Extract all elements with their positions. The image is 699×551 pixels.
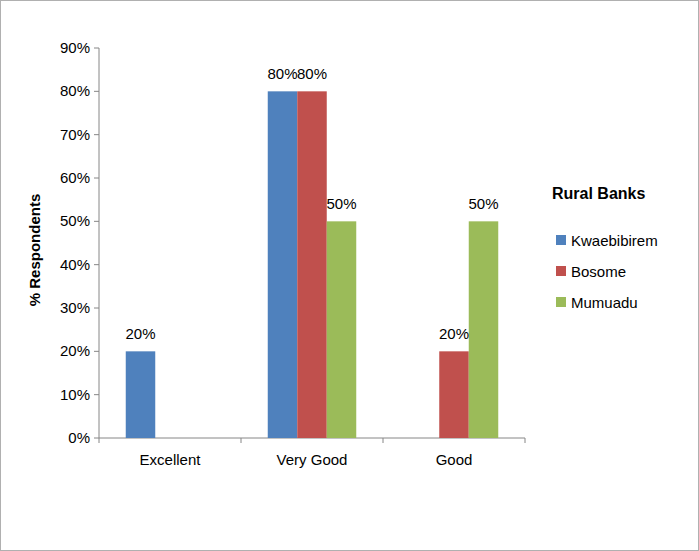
y-tick bbox=[94, 221, 99, 222]
x-tick bbox=[99, 438, 100, 443]
bar bbox=[126, 351, 156, 438]
x-tick-label: Excellent bbox=[140, 451, 202, 468]
y-tick-label: 50% bbox=[60, 212, 90, 229]
y-tick bbox=[94, 134, 99, 135]
legend-title: Rural Banks bbox=[552, 185, 645, 202]
y-axis bbox=[99, 48, 100, 438]
legend-label: Mumuadu bbox=[571, 294, 638, 311]
legend-swatch bbox=[556, 297, 566, 307]
frame bbox=[1, 1, 699, 551]
data-label: 20% bbox=[125, 325, 155, 342]
y-tick bbox=[94, 91, 99, 92]
y-tick-label: 70% bbox=[60, 126, 90, 143]
y-axis-label: % Respondents bbox=[26, 194, 43, 307]
y-tick-label: 20% bbox=[60, 342, 90, 359]
x-tick-label: Good bbox=[436, 451, 473, 468]
legend-label: Bosome bbox=[571, 263, 626, 280]
data-label: 80% bbox=[297, 65, 327, 82]
x-tick bbox=[241, 438, 242, 443]
legend-label: Kwaebibirem bbox=[571, 232, 658, 249]
legend-swatch bbox=[556, 235, 566, 245]
y-tick bbox=[94, 438, 99, 439]
chart: 0% 10% 20% 30% 40% 50% 60% 70% 80% 90% % Responden… bbox=[0, 0, 699, 551]
bars bbox=[126, 91, 499, 438]
y-tick bbox=[94, 48, 99, 49]
y-tick-label: 40% bbox=[60, 256, 90, 273]
legend-swatch bbox=[556, 266, 566, 276]
y-tick-label: 80% bbox=[60, 82, 90, 99]
y-tick bbox=[94, 394, 99, 395]
data-label: 80% bbox=[267, 65, 297, 82]
bar bbox=[327, 221, 357, 438]
y-tick-label: 0% bbox=[68, 429, 90, 446]
legend: Rural Banks Kwaebibirem Bosome Mumuadu bbox=[552, 185, 658, 311]
x-tick-label: Very Good bbox=[277, 451, 348, 468]
y-tick-label: 10% bbox=[60, 386, 90, 403]
bar bbox=[268, 91, 298, 438]
x-tick bbox=[525, 438, 526, 443]
y-tick bbox=[94, 178, 99, 179]
x-tick bbox=[383, 438, 384, 443]
bar bbox=[297, 91, 327, 438]
y-tick bbox=[94, 308, 99, 309]
y-tick bbox=[94, 264, 99, 265]
y-tick bbox=[94, 351, 99, 352]
y-tick-label: 60% bbox=[60, 169, 90, 186]
bar bbox=[439, 351, 469, 438]
bar bbox=[469, 221, 499, 438]
y-tick-label: 90% bbox=[60, 39, 90, 56]
data-label: 20% bbox=[439, 325, 469, 342]
y-tick-label: 30% bbox=[60, 299, 90, 316]
data-label: 50% bbox=[326, 195, 356, 212]
data-label: 50% bbox=[468, 195, 498, 212]
